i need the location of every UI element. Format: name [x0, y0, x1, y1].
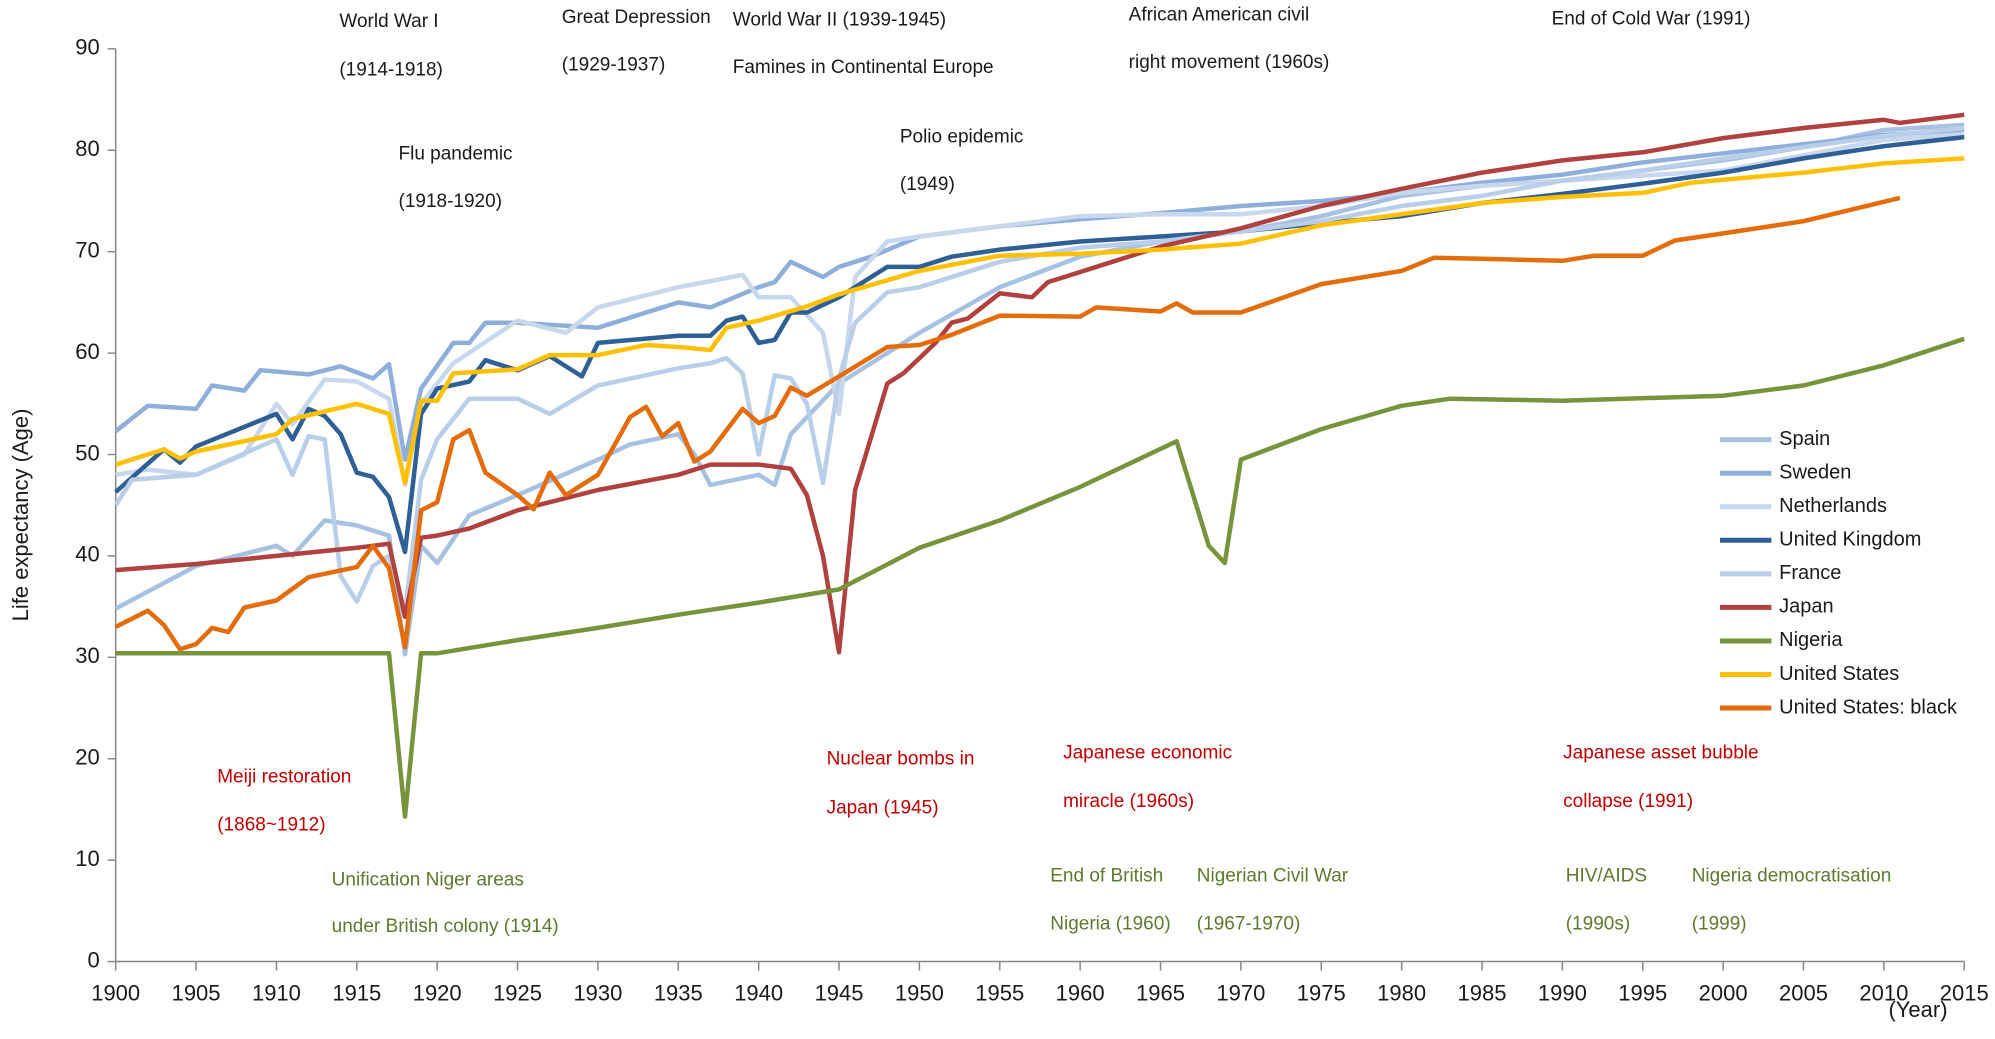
series-line: [115, 336, 1965, 819]
x-tick-label: 1995: [1618, 980, 1667, 1005]
annotation: (1967-1970): [1197, 913, 1301, 934]
y-tick-label: 10: [75, 846, 99, 871]
annotation: Famines in Continental Europe: [733, 57, 994, 78]
x-tick-label: 1985: [1458, 980, 1507, 1005]
annotation: Nigerian Civil War: [1197, 866, 1349, 887]
annotation: (1918-1920): [399, 191, 503, 212]
series-line: [115, 131, 1965, 488]
x-tick-label: 2000: [1699, 980, 1748, 1005]
annotation: Great Depression: [562, 7, 711, 28]
x-axis-label: (Year): [1888, 997, 1947, 1022]
annotation: Japanese economic: [1063, 742, 1232, 763]
annotation: (1999): [1692, 913, 1747, 934]
annotation: miracle (1960s): [1063, 791, 1194, 812]
x-tick-label: 1990: [1538, 980, 1587, 1005]
annotation: collapse (1991): [1563, 791, 1693, 812]
annotation: (1929-1937): [562, 55, 666, 76]
annotation: World War I: [339, 11, 438, 32]
series-line: [114, 195, 1901, 652]
annotation: Meiji restoration: [217, 767, 351, 788]
legend-label: Sweden: [1779, 461, 1851, 483]
x-tick-label: 1910: [252, 980, 301, 1005]
annotation: Nuclear bombs in: [827, 749, 975, 770]
annotation: HIV/AIDS: [1566, 866, 1647, 887]
annotation: Japanese asset bubble: [1563, 742, 1758, 763]
series-line: [114, 134, 1965, 555]
x-tick-label: 1945: [815, 980, 864, 1005]
y-tick-label: 50: [75, 440, 99, 465]
y-tick-label: 80: [75, 136, 99, 161]
x-tick-label: 1940: [734, 980, 783, 1005]
x-tick-label: 1915: [332, 980, 381, 1005]
y-tick-label: 20: [75, 745, 99, 770]
legend-label: Spain: [1779, 428, 1830, 450]
legend-label: Japan: [1779, 596, 1834, 618]
x-tick-label: 2010: [1859, 980, 1908, 1005]
series-line: [115, 156, 1965, 486]
x-tick-label: 1930: [573, 980, 622, 1005]
y-tick-label: 30: [75, 643, 99, 668]
x-tick-label: 1955: [975, 980, 1024, 1005]
annotation: Japan (1945): [827, 798, 939, 819]
annotation: right movement (1960s): [1129, 52, 1330, 73]
annotation: World War II (1939-1945): [733, 10, 946, 31]
series-line: [115, 112, 1965, 655]
annotation: Nigeria democratisation: [1692, 866, 1892, 887]
legend-label: Nigeria: [1779, 629, 1843, 651]
x-tick-label: 1920: [413, 980, 462, 1005]
legend-label: Netherlands: [1779, 495, 1887, 517]
x-tick-label: 1925: [493, 980, 542, 1005]
x-tick-label: 1960: [1056, 980, 1105, 1005]
annotation: End of Cold War (1991): [1552, 8, 1751, 29]
annotation: Unification Niger areas: [332, 870, 524, 891]
x-tick-label: 1935: [654, 980, 703, 1005]
y-tick-label: 0: [87, 947, 99, 972]
y-tick-label: 70: [75, 237, 99, 262]
x-tick-label: 1980: [1377, 980, 1426, 1005]
legend-label: United Kingdom: [1779, 529, 1921, 551]
x-tick-label: 1905: [172, 980, 221, 1005]
x-tick-label: 2015: [1940, 980, 1989, 1005]
x-tick-label: 1970: [1216, 980, 1265, 1005]
annotation: Nigeria (1960): [1050, 913, 1170, 934]
annotation: (1990s): [1566, 913, 1630, 934]
legend-label: France: [1779, 562, 1841, 584]
y-tick-label: 60: [75, 339, 99, 364]
annotation: End of British: [1050, 866, 1163, 887]
y-axis-label: Life expectancy (Age): [8, 409, 33, 622]
legend-label: United States: [1779, 663, 1899, 685]
annotation: Flu pandemic: [399, 143, 513, 164]
annotation: (1949): [900, 174, 955, 195]
x-tick-label: 1900: [91, 980, 140, 1005]
annotation: (1914-1918): [339, 60, 443, 81]
legend-label: United States: black: [1779, 696, 1958, 718]
annotation: Polio epidemic: [900, 127, 1024, 148]
x-tick-label: 1975: [1297, 980, 1346, 1005]
y-tick-label: 40: [75, 542, 99, 567]
x-tick-label: 1965: [1136, 980, 1185, 1005]
x-tick-label: 1950: [895, 980, 944, 1005]
y-tick-label: 90: [75, 35, 99, 60]
annotation: (1868~1912): [217, 814, 325, 835]
x-tick-label: 2005: [1779, 980, 1828, 1005]
annotation: African American civil: [1129, 4, 1310, 25]
annotation: under British colony (1914): [332, 916, 559, 937]
series-line: [113, 125, 1965, 614]
